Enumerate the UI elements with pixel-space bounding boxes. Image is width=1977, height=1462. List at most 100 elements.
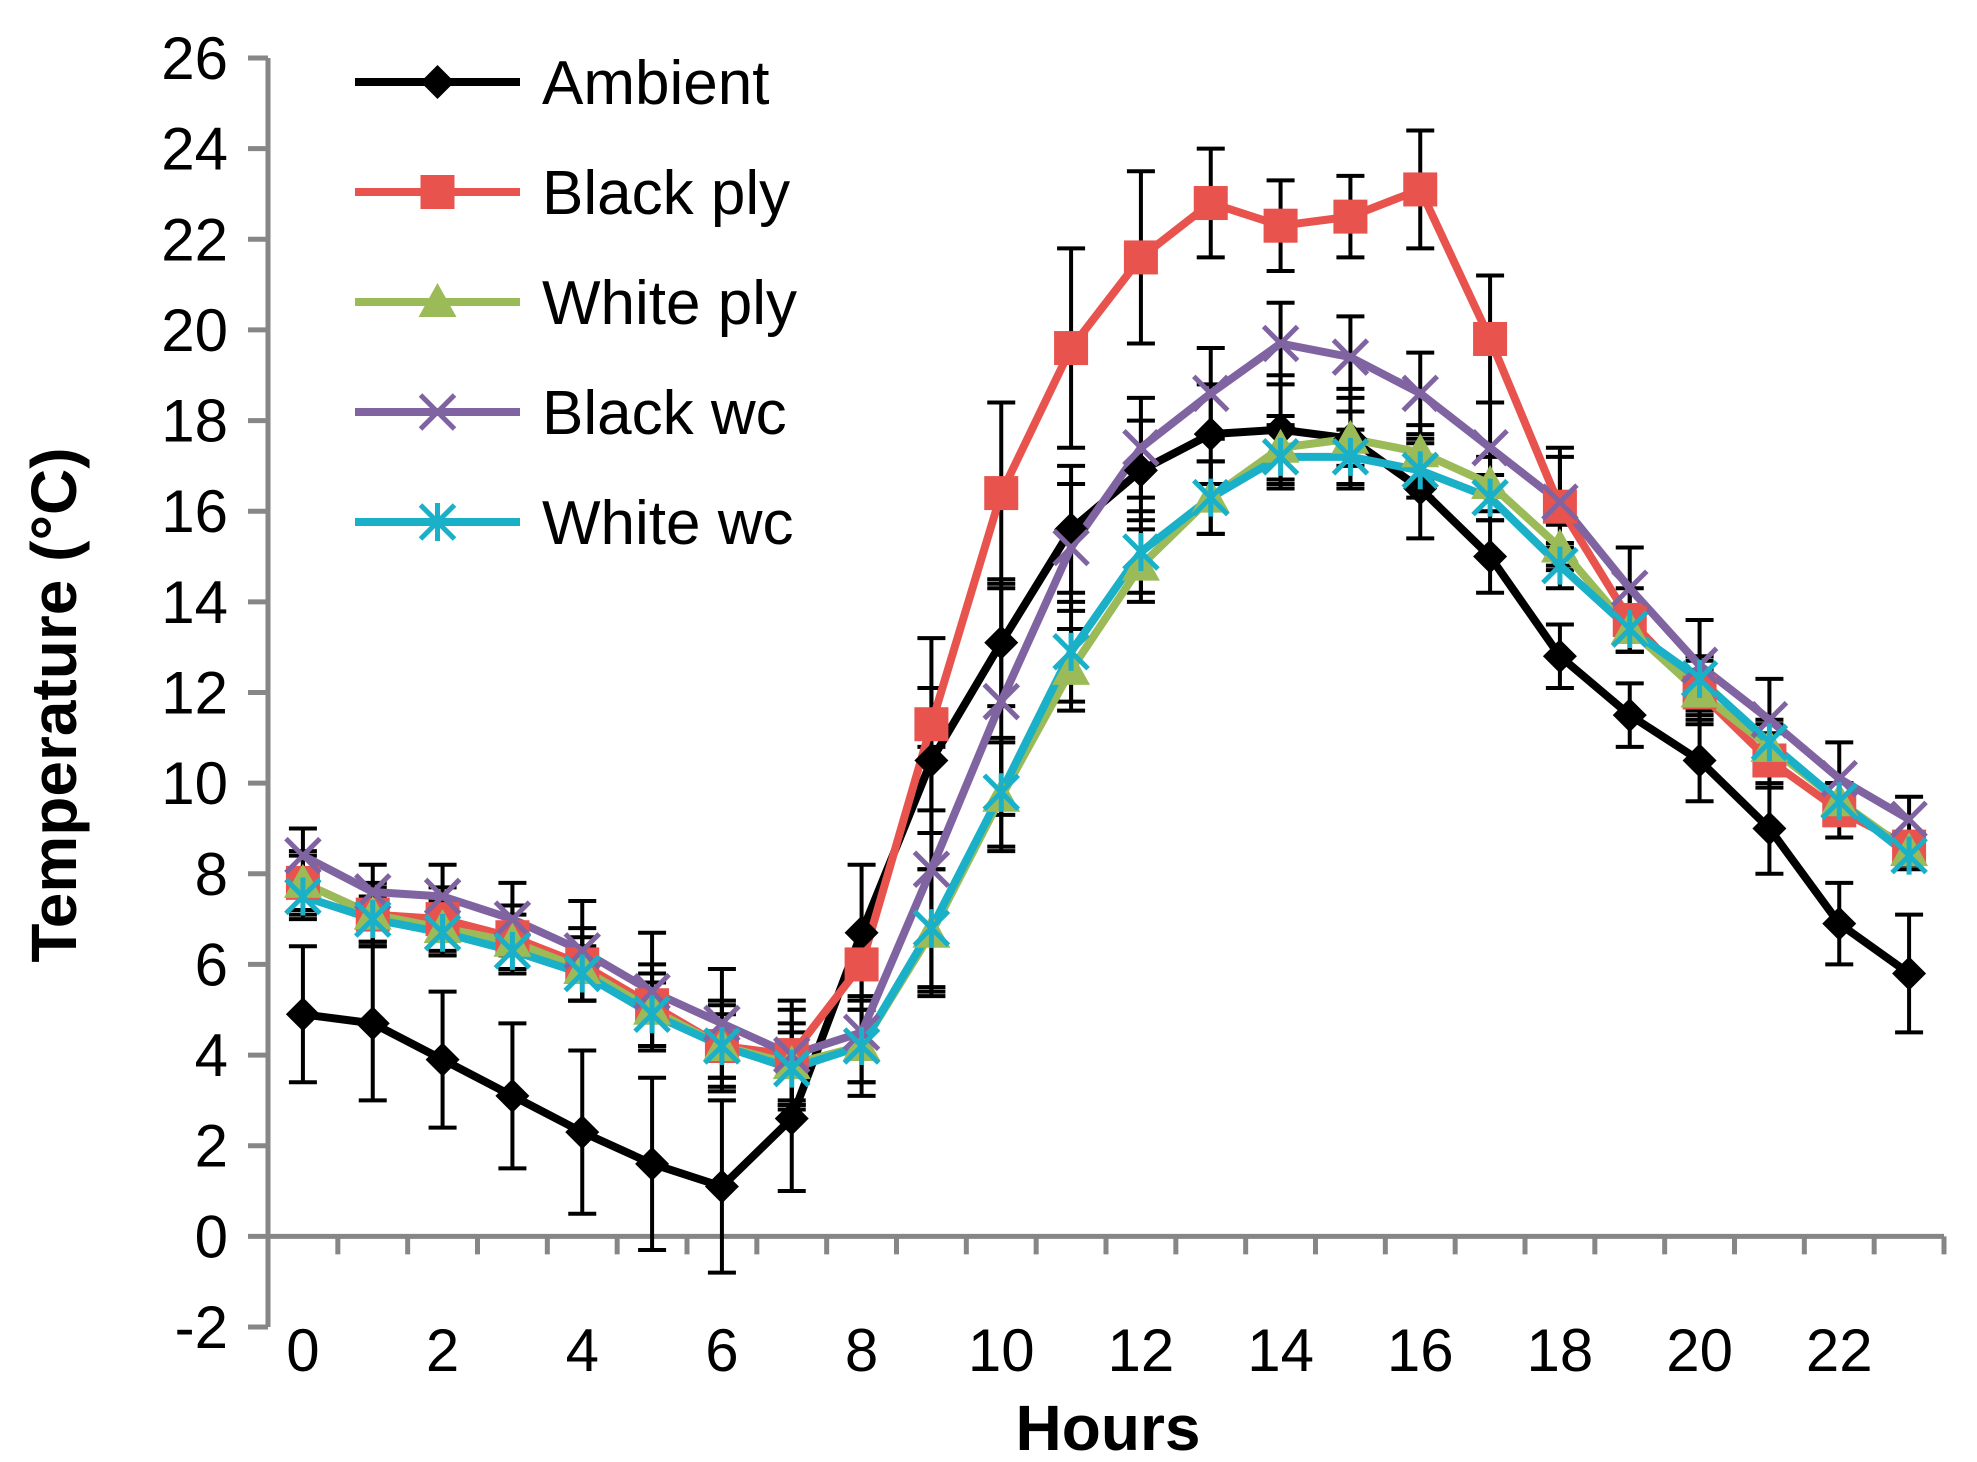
- data-point: [1610, 569, 1649, 608]
- y-tick-label: 16: [161, 478, 228, 545]
- data-point: [1054, 331, 1089, 366]
- data-point: [284, 877, 322, 916]
- data-point: [1541, 483, 1579, 521]
- data-point: [984, 476, 1019, 511]
- x-tick-label: 8: [845, 1317, 878, 1384]
- series-markers: [283, 172, 1929, 1204]
- y-tick-label: 12: [161, 660, 228, 727]
- data-point: [1752, 811, 1787, 846]
- y-tick-label: 8: [195, 841, 228, 908]
- data-point: [1610, 610, 1649, 649]
- x-tick-label: 18: [1527, 1317, 1594, 1384]
- data-point: [1052, 528, 1090, 567]
- data-point: [493, 931, 532, 970]
- data-point: [1542, 639, 1577, 674]
- data-point: [1122, 533, 1160, 572]
- y-tick-label: 22: [161, 206, 228, 273]
- data-point: [1612, 698, 1647, 733]
- data-point: [844, 915, 879, 950]
- data-point: [1820, 782, 1859, 821]
- data-point: [1122, 428, 1160, 467]
- data-point: [1193, 186, 1228, 221]
- y-tick-label: 0: [195, 1203, 228, 1270]
- data-point: [353, 873, 392, 911]
- data-point: [353, 900, 392, 939]
- data-point: [1541, 546, 1579, 585]
- data-point: [772, 1049, 811, 1088]
- data-point: [423, 913, 462, 952]
- x-tick-label: 4: [566, 1317, 599, 1384]
- legend-label: White ply: [542, 269, 797, 338]
- data-point: [1403, 172, 1438, 207]
- x-axis-title: Hours: [1016, 1392, 1201, 1462]
- series-lines: [301, 185, 1912, 1191]
- data-point: [1191, 478, 1230, 517]
- y-tick-label: -2: [175, 1294, 228, 1361]
- legend-label: White wc: [542, 489, 793, 558]
- legend-marker: [418, 393, 457, 431]
- data-point: [982, 773, 1021, 812]
- y-tick-label: 18: [161, 388, 228, 455]
- data-point: [912, 850, 951, 889]
- data-point: [635, 1146, 670, 1181]
- data-point: [1401, 451, 1440, 490]
- data-point: [1892, 956, 1927, 991]
- data-point: [1890, 800, 1928, 839]
- data-point: [565, 1115, 600, 1150]
- data-point: [1123, 453, 1158, 488]
- data-point: [1263, 208, 1298, 243]
- data-point: [1471, 478, 1509, 517]
- y-tick-label: 4: [195, 1022, 228, 1089]
- x-tick-label: 22: [1806, 1317, 1873, 1384]
- x-tick-label: 20: [1666, 1317, 1733, 1384]
- data-point: [1473, 539, 1508, 574]
- y-axis-title: Temperature (°C): [18, 447, 90, 962]
- data-point: [284, 836, 322, 875]
- data-point: [844, 947, 879, 982]
- y-tick-label: 6: [195, 931, 228, 998]
- legend-marker: [418, 283, 457, 317]
- x-tick-label: 16: [1387, 1317, 1454, 1384]
- data-point: [493, 900, 532, 938]
- data-point: [1123, 240, 1158, 275]
- legend-label: Ambient: [542, 49, 769, 118]
- data-point: [563, 954, 602, 993]
- legend-marker: [418, 503, 457, 541]
- y-tick-label: 24: [161, 116, 228, 183]
- legend-marker: [420, 175, 455, 209]
- y-tick-label: 20: [161, 297, 228, 364]
- data-point: [1331, 338, 1370, 376]
- data-point: [425, 1042, 460, 1077]
- data-point: [423, 877, 462, 916]
- data-point: [495, 1078, 530, 1113]
- data-point: [1542, 489, 1577, 524]
- y-tick-label: 10: [161, 750, 228, 817]
- x-ticks: 0 2 4 6 8 10 12 14 16 18 20 22: [265, 1236, 1947, 1384]
- data-point: [1680, 659, 1719, 698]
- data-point: [703, 1027, 741, 1066]
- data-point: [285, 997, 320, 1032]
- y-tick-label: 14: [161, 569, 228, 636]
- y-tick-label: 2: [195, 1113, 228, 1180]
- data-point: [1401, 374, 1440, 413]
- data-point: [1261, 324, 1300, 363]
- data-point: [1261, 437, 1300, 476]
- data-point: [355, 1006, 390, 1041]
- legend-marker: [420, 65, 455, 99]
- data-point: [914, 707, 949, 742]
- data-point: [842, 1027, 881, 1066]
- data-point: [1193, 417, 1228, 452]
- x-tick-label: 0: [286, 1317, 319, 1384]
- x-tick-label: 10: [968, 1317, 1035, 1384]
- data-point: [1682, 743, 1717, 778]
- data-point: [1750, 723, 1789, 762]
- legend-label: Black wc: [542, 379, 787, 448]
- x-tick-label: 2: [426, 1317, 459, 1384]
- data-point: [704, 1169, 739, 1204]
- x-tick-label: 12: [1108, 1317, 1175, 1384]
- data-point: [1052, 632, 1090, 671]
- data-point: [914, 743, 949, 778]
